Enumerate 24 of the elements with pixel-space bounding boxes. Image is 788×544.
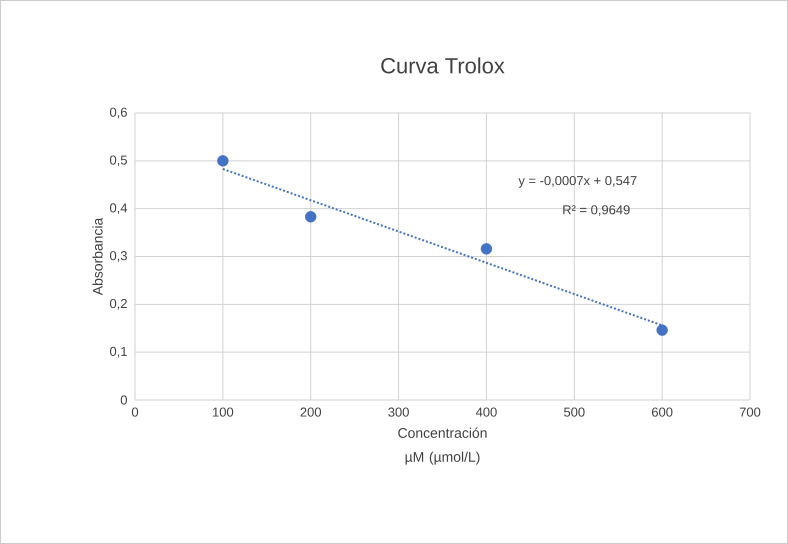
annotation: y = -0,0007x + 0,547: [518, 176, 637, 188]
y-tick-label: 0,1: [110, 346, 127, 358]
x-tick-label: 500: [564, 408, 585, 417]
y-axis-title: Absorbancia: [92, 218, 103, 296]
x-tick-label: 400: [476, 408, 497, 417]
x-tick-label: 200: [300, 408, 322, 417]
y-tick-label: 0: [120, 395, 127, 405]
point: [217, 155, 229, 167]
y-tick-label: 0,5: [110, 155, 127, 166]
y-tick-label: 0,4: [110, 203, 128, 214]
y-tick-label: 0,6: [110, 108, 127, 118]
point: [480, 243, 492, 255]
x-tick-label: 600: [652, 408, 672, 417]
x-tick-label: 100: [213, 408, 234, 417]
x-tick-label: 700: [740, 408, 760, 417]
annotation: R² = 0,9649: [563, 205, 630, 216]
x-axis-title: Concentración µM (µmol/L): [398, 428, 487, 465]
x-tick-label: 0: [132, 408, 138, 417]
point: [305, 211, 316, 222]
x-tick-label: 300: [388, 408, 409, 417]
chart-title: Curva Trolox: [381, 57, 505, 74]
point: [656, 324, 668, 336]
y-tick-label: 0,3: [110, 251, 127, 262]
y-tick-label: 0,2: [110, 298, 127, 310]
